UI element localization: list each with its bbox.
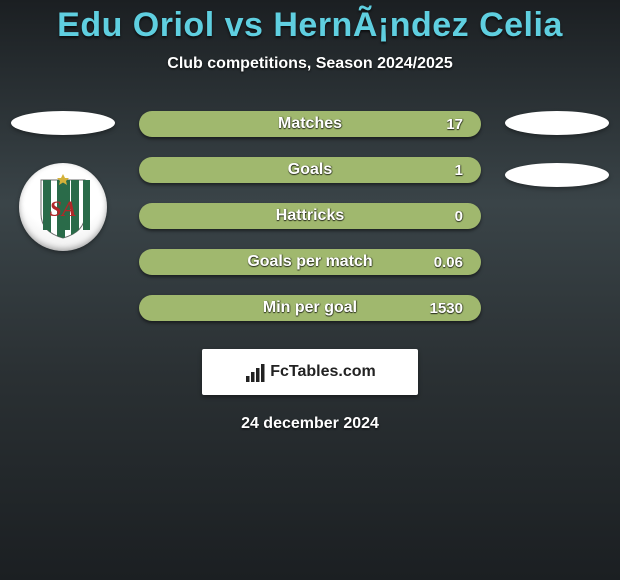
svg-text:SA: SA bbox=[50, 196, 77, 221]
bars-icon bbox=[244, 362, 266, 382]
comparison-layout: SA Matches 17 Goals 1 Hattricks 0 Goals per ma… bbox=[0, 111, 620, 321]
stat-bar-value: 0.06 bbox=[434, 254, 463, 271]
player-right-placeholder-1 bbox=[505, 111, 609, 135]
stat-bar-label: Goals bbox=[288, 161, 332, 179]
stat-bar: Matches 17 bbox=[139, 111, 481, 137]
snapshot-date: 24 december 2024 bbox=[241, 415, 379, 433]
page-title: Edu Oriol vs HernÃ¡ndez Celia bbox=[57, 6, 563, 45]
season-subtitle: Club competitions, Season 2024/2025 bbox=[167, 55, 452, 73]
stat-bar-value: 17 bbox=[446, 116, 463, 133]
club-badge-left: SA bbox=[19, 163, 107, 251]
stat-bar-value: 1530 bbox=[430, 300, 463, 317]
brand-footer: FcTables.com bbox=[202, 349, 418, 395]
stat-bar-label: Min per goal bbox=[263, 299, 357, 317]
stat-bar: Goals per match 0.06 bbox=[139, 249, 481, 275]
stat-bar-label: Hattricks bbox=[276, 207, 344, 225]
player-right-column bbox=[502, 111, 612, 187]
stat-bar: Hattricks 0 bbox=[139, 203, 481, 229]
player-right-placeholder-2 bbox=[505, 163, 609, 187]
player-left-placeholder bbox=[11, 111, 115, 135]
stat-bar: Min per goal 1530 bbox=[139, 295, 481, 321]
stat-bar-label: Matches bbox=[278, 115, 342, 133]
stat-bars: Matches 17 Goals 1 Hattricks 0 Goals per match… bbox=[139, 111, 481, 321]
stat-bar: Goals 1 bbox=[139, 157, 481, 183]
club-crest-icon: SA bbox=[30, 174, 96, 240]
stat-bar-label: Goals per match bbox=[247, 253, 372, 271]
brand-text: FcTables.com bbox=[270, 363, 376, 381]
stat-bar-value: 0 bbox=[455, 208, 463, 225]
stat-bar-value: 1 bbox=[455, 162, 463, 179]
player-left-column: SA bbox=[8, 111, 118, 251]
